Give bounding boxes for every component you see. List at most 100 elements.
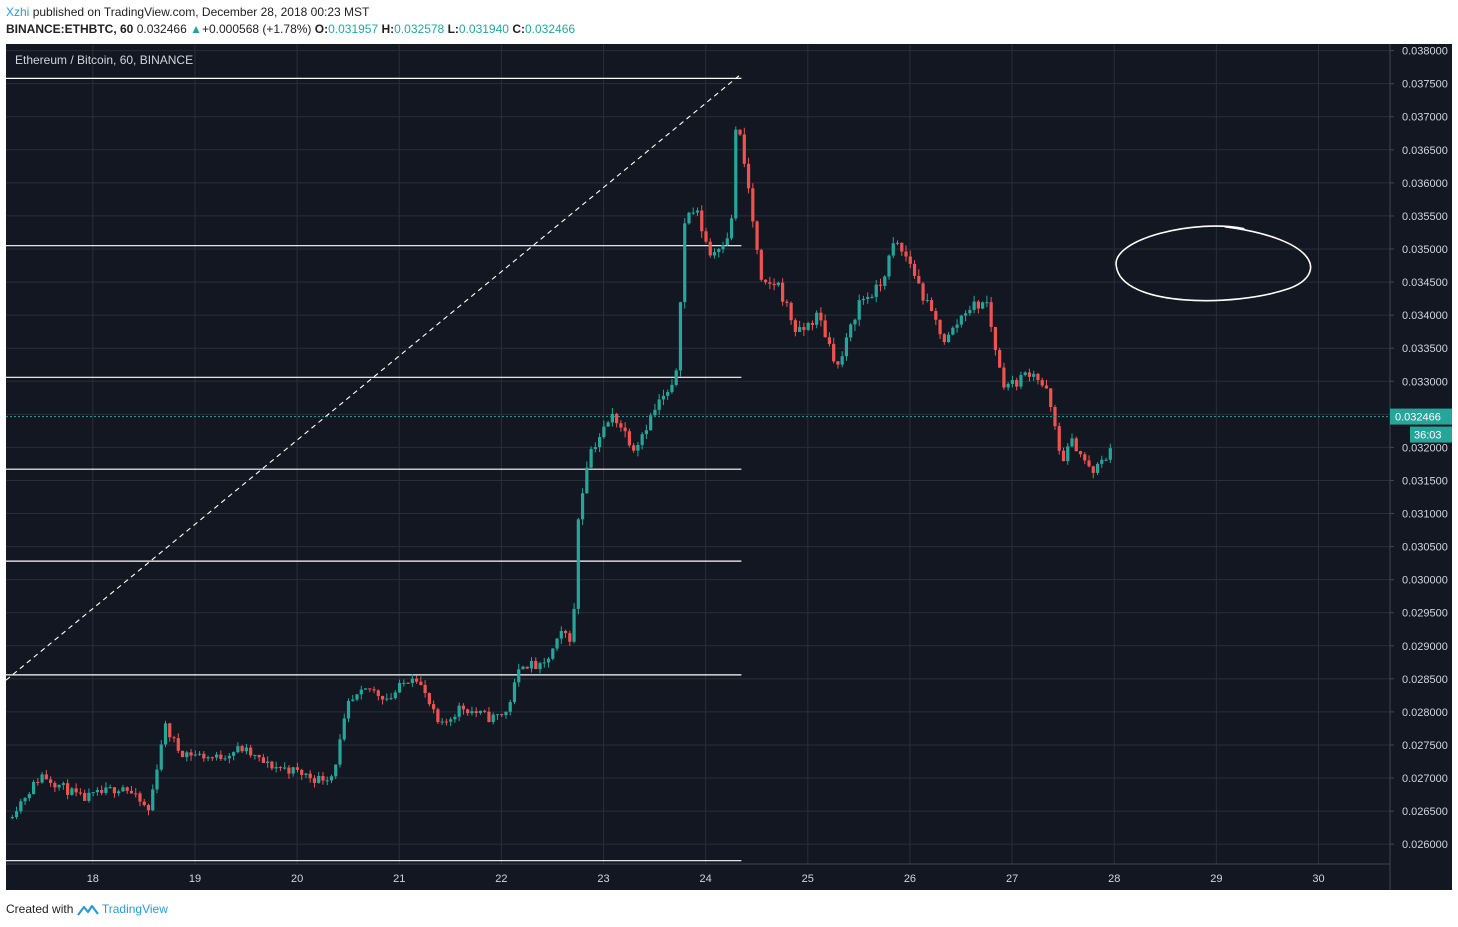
low-label: L:: [447, 22, 459, 36]
candle-up: [351, 699, 355, 701]
price-tick-label: 0.031500: [1402, 475, 1448, 487]
hand-drawn-ellipse[interactable]: [1115, 225, 1312, 302]
price-tick-label: 0.027500: [1402, 740, 1448, 752]
candle-up: [666, 391, 670, 396]
candle-up: [317, 775, 321, 783]
candle-up: [891, 243, 895, 256]
candle-up: [291, 767, 295, 774]
candle-down: [534, 660, 538, 670]
candle-down: [474, 711, 478, 714]
ohlc-bar: BINANCE:ETHBTC, 60 0.032466 ▲+0.000568 (…: [6, 22, 575, 36]
candle-up: [951, 327, 955, 335]
candle-up: [964, 313, 968, 316]
candle-down: [240, 746, 244, 752]
time-axis[interactable]: 18 19 20 21 22 23 24 25 26 27 28 29 30: [87, 873, 1325, 885]
symbol-label: BINANCE:ETHBTC, 60: [6, 22, 134, 36]
candle-up: [555, 638, 559, 649]
candle-down: [142, 801, 146, 805]
candle-up: [959, 315, 963, 325]
candle-down: [619, 423, 623, 428]
candle-up: [853, 319, 857, 325]
candle-down: [755, 221, 759, 250]
candle-up: [717, 249, 721, 253]
candle-up: [329, 776, 334, 781]
candle-up: [197, 753, 202, 755]
price-chart[interactable]: 0.038000 0.037500 0.037000 0.036500 0.036000…: [5, 44, 1452, 890]
candle-up: [236, 746, 240, 753]
candle-down: [308, 773, 312, 779]
candle-down: [900, 242, 904, 252]
candle-up: [1095, 463, 1100, 473]
candle-up: [159, 744, 163, 770]
candle-down: [180, 750, 185, 758]
price-tick-label: 0.035000: [1402, 244, 1448, 256]
candle-up: [874, 284, 878, 297]
last-price: 0.032466: [136, 22, 187, 36]
candle-down: [376, 690, 380, 696]
candle-up: [559, 630, 563, 639]
candle-down: [112, 787, 117, 794]
publish-info: Xzhi published on TradingView.com, Decem…: [6, 5, 369, 19]
time-tick-label: 23: [597, 873, 609, 885]
candle-down: [623, 427, 627, 432]
price-tick-label: 0.033500: [1402, 343, 1448, 355]
candle-down: [738, 129, 742, 135]
candle-down: [300, 769, 304, 775]
candle-down: [1040, 380, 1044, 386]
candle-down: [827, 337, 832, 344]
candle-down: [129, 790, 134, 794]
high-label: H:: [381, 22, 395, 36]
candle-up: [393, 692, 397, 699]
candle-up: [491, 714, 495, 722]
up-arrow-icon: ▲: [190, 22, 202, 36]
candle-up: [478, 710, 483, 714]
candle-down: [1087, 460, 1091, 467]
candle-down: [802, 327, 806, 330]
candle-up: [266, 761, 270, 763]
candle-up: [806, 323, 810, 330]
candle-up: [521, 666, 525, 670]
candle-down: [419, 681, 423, 685]
candle-down: [1078, 451, 1083, 455]
candle-down: [917, 275, 921, 284]
time-tick-label: 21: [393, 873, 405, 885]
tradingview-brand[interactable]: TradingView: [101, 902, 168, 916]
time-tick-label: 24: [700, 873, 712, 885]
candle-down: [908, 256, 912, 264]
candle-down: [53, 783, 57, 788]
candle-up: [185, 752, 189, 758]
candle-up: [585, 467, 589, 494]
candle-up: [244, 747, 248, 752]
candle-down: [563, 630, 568, 634]
drawings[interactable]: [5, 73, 1390, 681]
candle-up: [670, 384, 674, 392]
candle-down: [287, 767, 291, 774]
chart-container[interactable]: 0.038000 0.037500 0.037000 0.036500 0.036000…: [5, 44, 1452, 890]
candle-up: [968, 309, 972, 314]
price-tick-label: 0.036000: [1402, 178, 1448, 190]
candle-up: [385, 698, 389, 700]
candle-up: [23, 798, 27, 802]
candle-up: [1100, 459, 1104, 464]
chart-background: [6, 44, 1452, 890]
candle-up: [985, 302, 989, 304]
candle-down: [751, 188, 755, 222]
horizontal-levels[interactable]: [6, 77, 742, 862]
candle-up: [610, 413, 614, 423]
time-tick-label: 22: [495, 873, 507, 885]
candle-down: [146, 804, 151, 811]
time-tick-label: 26: [904, 873, 916, 885]
change-value: +0.000568 (+1.78%): [201, 22, 312, 36]
candle-down: [793, 320, 797, 332]
author-link[interactable]: Xzhi: [6, 5, 30, 19]
candle-up: [593, 447, 597, 449]
price-axis[interactable]: 0.038000 0.037500 0.037000 0.036500 0.036000…: [1390, 46, 1452, 852]
dashed-trend-line[interactable]: [5, 73, 742, 681]
candle-down: [912, 263, 917, 276]
tradingview-logo-icon[interactable]: [76, 903, 99, 917]
candle-up: [883, 276, 887, 286]
candle-up: [91, 792, 95, 794]
price-tick-label: 0.038000: [1402, 46, 1448, 58]
candle-up: [589, 448, 593, 468]
candle-down: [1061, 450, 1066, 462]
